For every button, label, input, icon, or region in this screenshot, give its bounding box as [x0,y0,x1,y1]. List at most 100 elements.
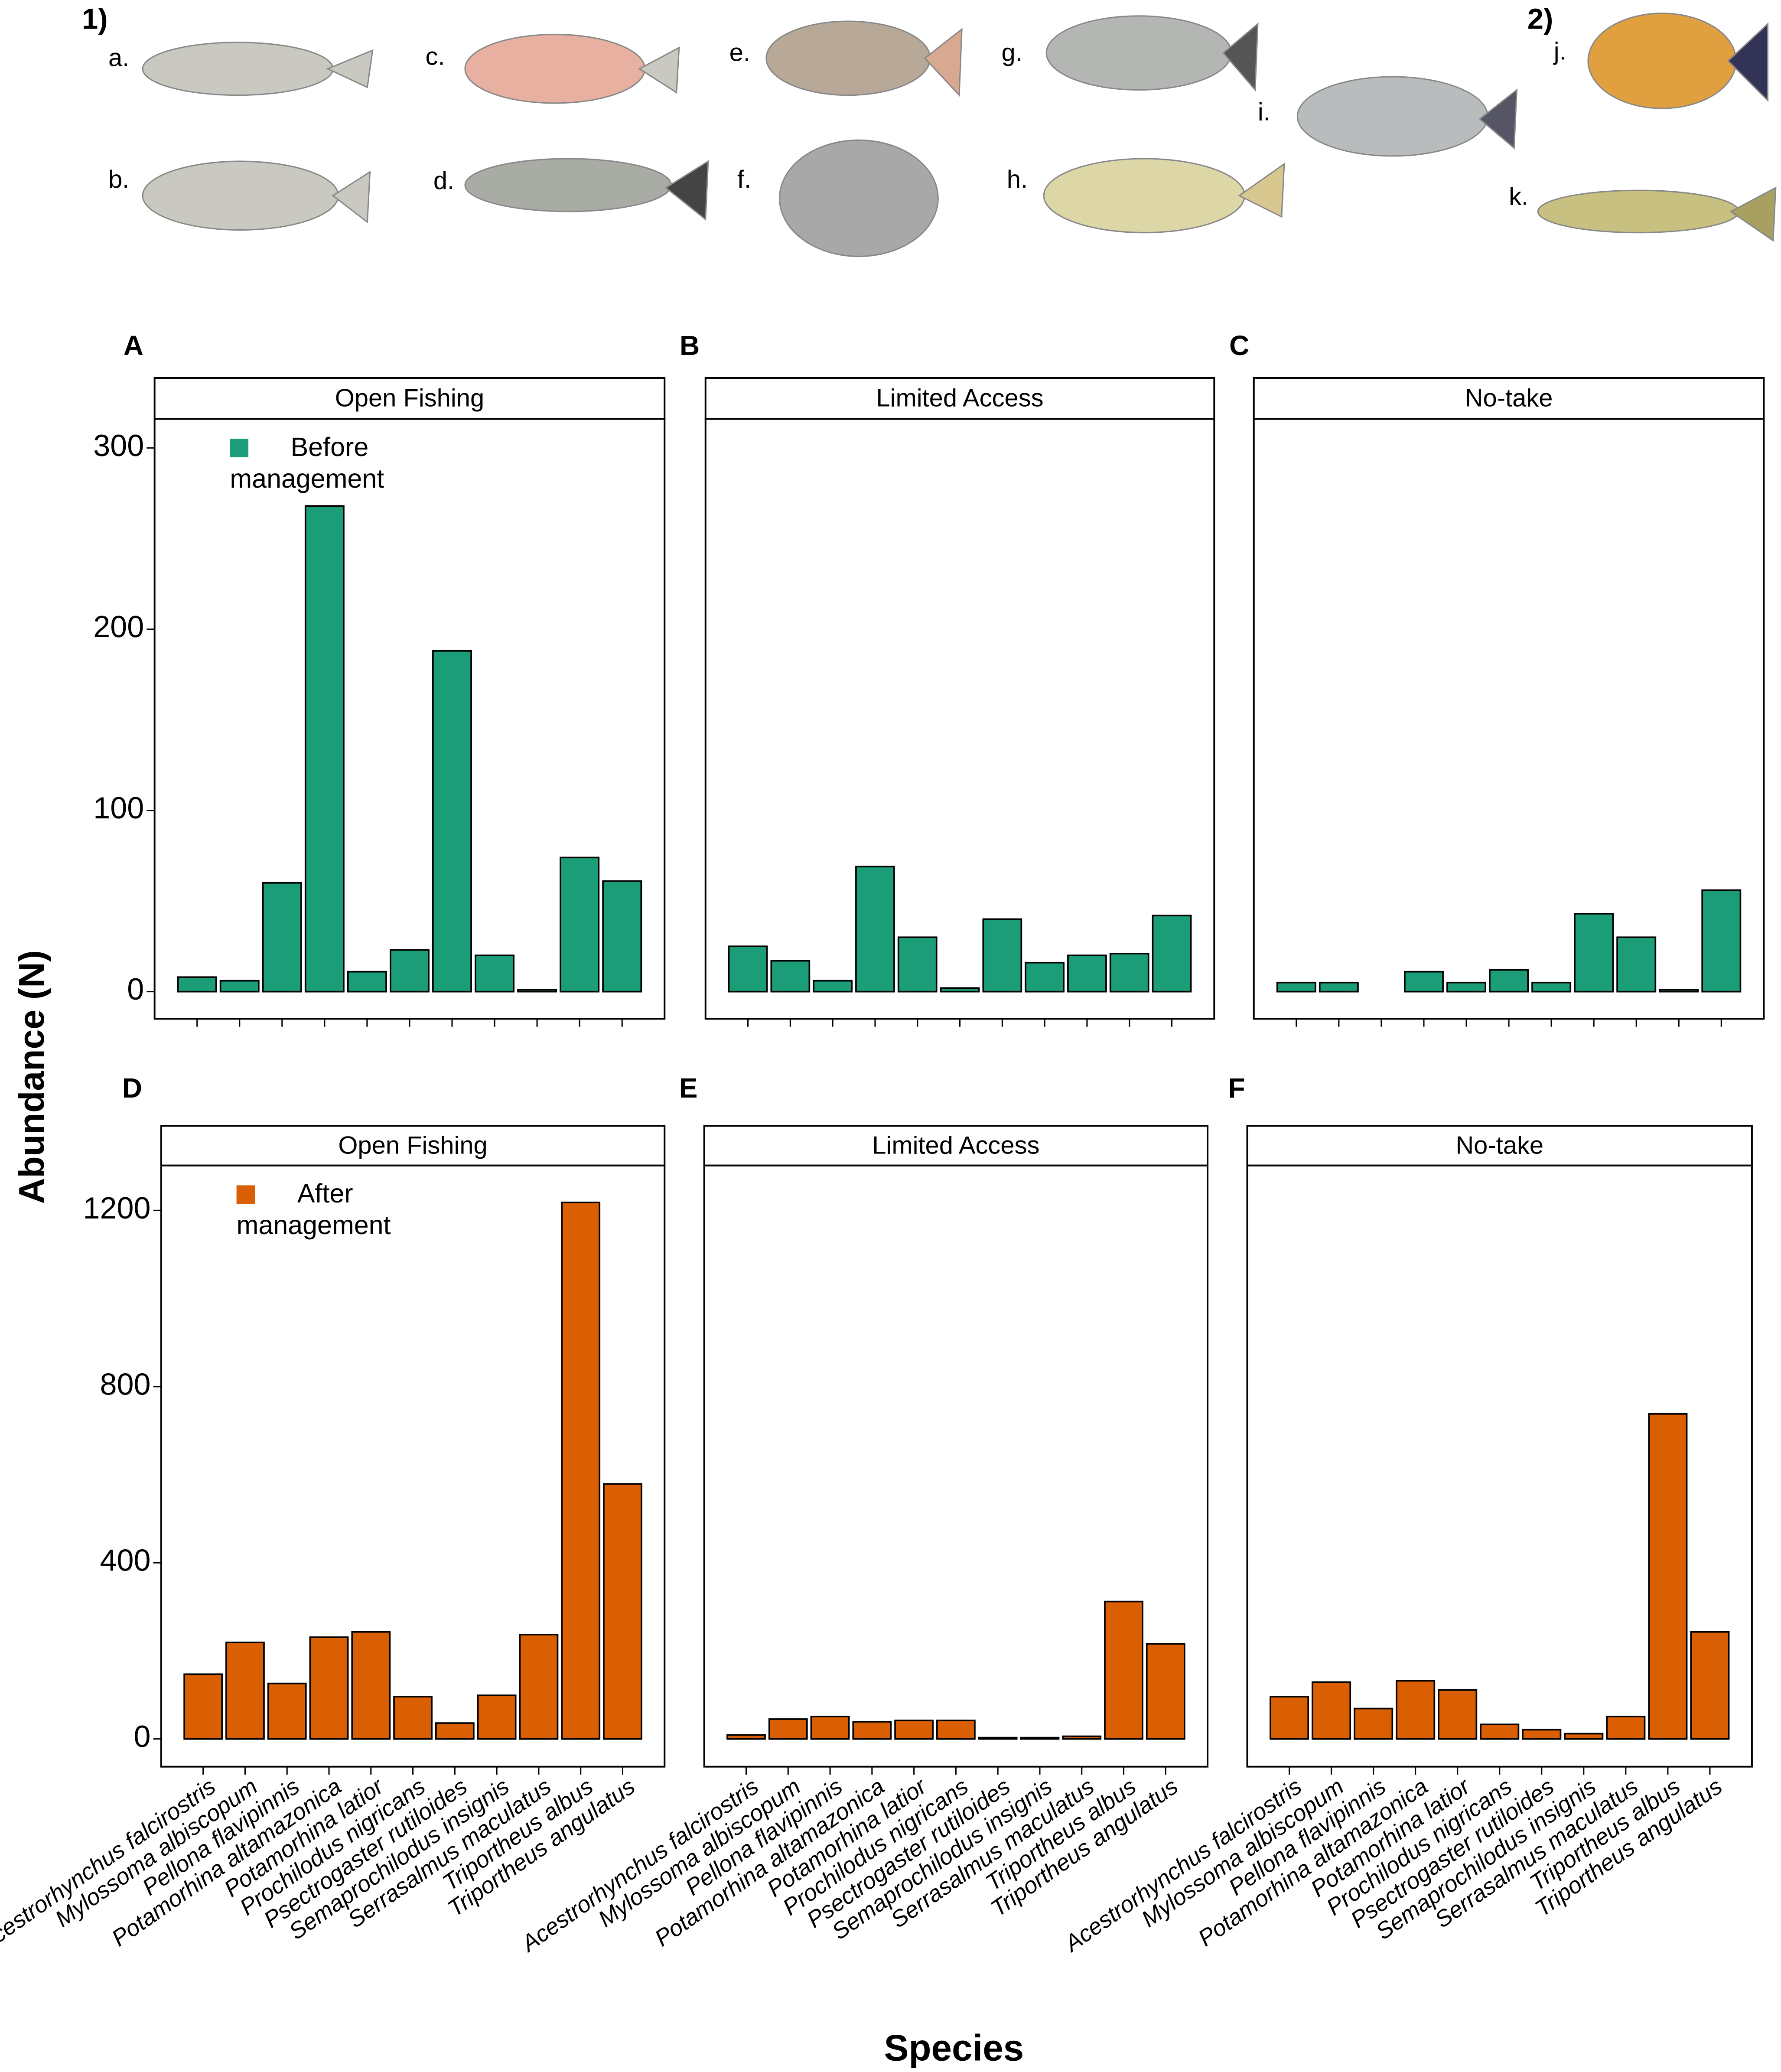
bar [1690,1631,1730,1740]
fish-photo [778,139,939,257]
bar [561,1202,601,1740]
bar [1025,961,1065,993]
y-tick-label: 100 [93,791,144,825]
fish-label: k. [1509,183,1528,211]
fish-tail [1729,186,1777,242]
bar [726,1734,766,1740]
bar [768,1718,808,1740]
strip [160,1125,666,1166]
bar [1531,981,1572,993]
fish-photo [1296,76,1488,157]
fish-label: g. [1002,39,1022,66]
strip-title: Open Fishing [335,384,484,412]
bar [262,882,302,993]
y-tick-label: 0 [134,1720,151,1753]
fish-label: h. [1007,166,1028,193]
bar [770,960,811,993]
bar [432,650,472,993]
bar [1396,1680,1436,1740]
panel-label: E [679,1072,698,1104]
bar [728,945,768,993]
legend-swatch [236,1185,255,1204]
strip [153,377,666,420]
bar [560,857,600,993]
bar [1564,1733,1604,1740]
x-axis-title: Species [884,2028,1024,2069]
panel-label: F [1228,1072,1245,1104]
panel-label: D [122,1072,142,1104]
bar [810,1716,850,1740]
bar [1438,1689,1478,1740]
y-tick-label: 800 [100,1367,151,1401]
fish-photo [142,42,334,96]
bar [1062,1735,1102,1740]
panel-label: A [124,330,143,361]
strip-title: No-take [1465,384,1553,412]
fish-tail [332,170,371,224]
y-tick-label: 400 [100,1544,151,1577]
bar [183,1673,223,1740]
fish-photo [765,20,931,96]
fish-label: f. [737,166,751,193]
bar [177,976,217,993]
bar [1354,1707,1394,1740]
bar [1616,936,1657,993]
legend-label: After management [236,1180,391,1241]
bar [1104,1600,1143,1740]
fish-tail [664,160,709,221]
bar [1648,1413,1688,1740]
section-label: 1) [82,3,108,36]
fish-label: d. [433,167,454,195]
bar [1319,981,1359,993]
bar [936,1720,976,1740]
y-axis-title: Abundance (N) [12,950,52,1204]
legend: Before management [230,433,384,495]
y-tick-label: 300 [93,429,144,463]
panel-frame [153,418,666,1020]
panel-label: B [680,330,700,361]
bar [897,936,938,993]
fish-label: b. [108,166,129,193]
strip-title: No-take [1455,1131,1543,1159]
bar [267,1682,307,1740]
fish-tail [1478,88,1518,150]
bar [1067,955,1107,993]
bar [225,1642,265,1740]
fish-label: e. [729,39,750,66]
legend-swatch [230,439,249,457]
section-label: 2) [1527,3,1553,36]
bar [1574,913,1614,993]
bar [1270,1696,1309,1740]
bar [982,918,1022,993]
fish-label: j. [1553,37,1566,65]
fish-label: c. [426,43,445,71]
fish-photo [1043,158,1245,234]
bar [1489,969,1529,993]
bar [1146,1643,1185,1740]
bar [475,955,515,993]
y-tick-label: 200 [93,610,144,644]
bar [603,1483,642,1740]
bar [855,866,895,993]
bar [1701,889,1742,993]
panel-label: C [1229,330,1249,361]
fish-photo [464,33,646,104]
fish-label: i. [1258,98,1270,126]
fish-tail [924,28,963,97]
bar [1404,971,1444,993]
bar [219,980,260,993]
bar [852,1721,892,1740]
fish-photo [464,158,672,212]
fish-label: a. [108,44,129,72]
fish-tail [326,49,374,88]
bar [393,1696,433,1740]
bar [347,971,387,993]
bar [1276,981,1316,993]
bar [813,980,853,993]
bar [519,1634,559,1740]
fish-photo [1045,15,1232,91]
fish-photos [142,13,1777,257]
legend-label: Before management [230,433,384,495]
bar [1312,1681,1351,1740]
